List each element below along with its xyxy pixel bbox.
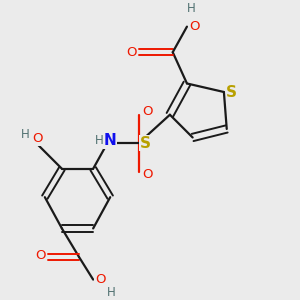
Text: O: O <box>126 46 137 59</box>
Text: S: S <box>140 136 151 151</box>
Text: O: O <box>35 249 46 262</box>
Text: O: O <box>142 168 152 181</box>
Text: O: O <box>95 273 106 286</box>
Text: N: N <box>104 133 117 148</box>
Text: O: O <box>32 132 43 146</box>
Text: H: H <box>21 128 29 141</box>
Text: H: H <box>94 134 103 147</box>
Text: H: H <box>187 2 196 15</box>
Text: S: S <box>226 85 237 100</box>
Text: O: O <box>142 105 152 119</box>
Text: H: H <box>107 286 116 299</box>
Text: O: O <box>189 20 199 33</box>
